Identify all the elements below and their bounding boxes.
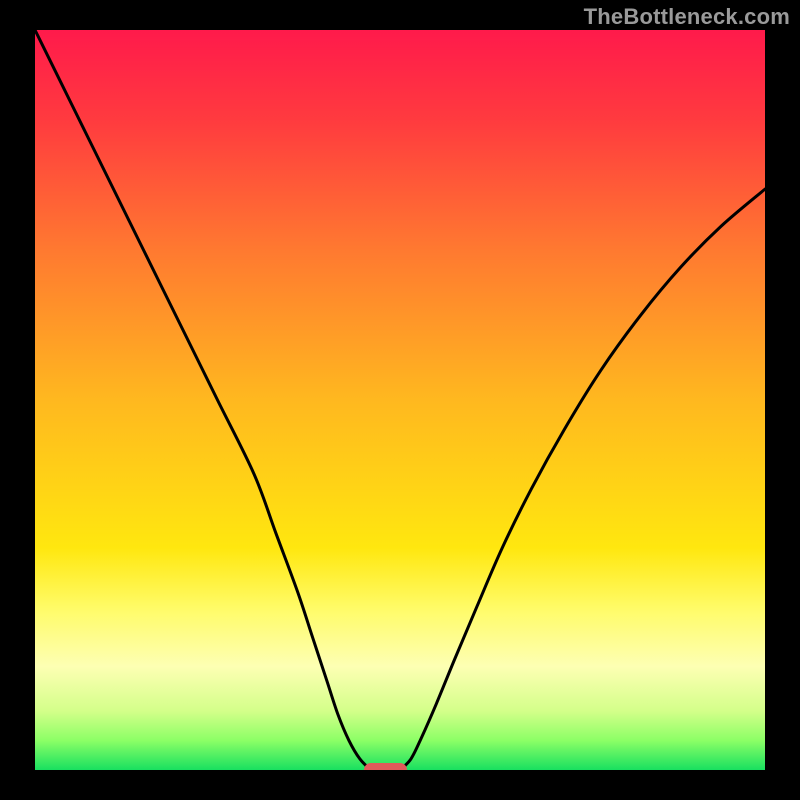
curves-svg [35,30,765,770]
plot-area [35,30,765,770]
left-curve [35,30,371,770]
right-curve [400,189,765,770]
bottleneck-marker [364,763,408,770]
watermark-text: TheBottleneck.com [584,4,790,30]
